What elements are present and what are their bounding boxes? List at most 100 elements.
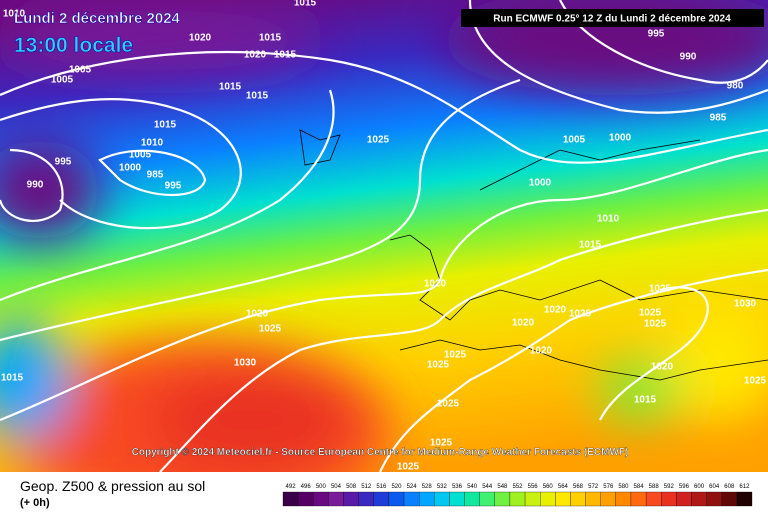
- isobar-label: 1020: [189, 33, 212, 44]
- isobar-label: 1025: [427, 360, 450, 371]
- isobar-label: 1005: [69, 65, 92, 76]
- colorbar-label: 576: [603, 484, 614, 490]
- isobar-label: 1015: [634, 395, 657, 406]
- isobar-label: 1015: [579, 240, 602, 251]
- colorbar-label: 536: [452, 484, 463, 490]
- colorbar-swatch: [328, 491, 344, 507]
- colorbar-swatch: [297, 491, 314, 507]
- isobar-label: 1025: [744, 376, 767, 387]
- isobar-label: 1015: [1, 373, 24, 384]
- isobar-label: 1015: [274, 50, 297, 61]
- isobar-label: 1005: [51, 75, 74, 86]
- isobar-label: 1010: [3, 9, 26, 20]
- isobar-label: 1000: [609, 133, 632, 144]
- colorbar-label: 564: [558, 484, 569, 490]
- isobar-label: 985: [710, 113, 727, 124]
- isobar-label: 1025: [430, 438, 453, 449]
- isobar-label: 1005: [563, 135, 586, 146]
- colorbar-label: 584: [634, 484, 645, 490]
- date: Lundi 2 décembre 2024: [14, 10, 181, 27]
- colorbar-swatch: [570, 491, 586, 507]
- colorbar-swatch: [585, 491, 601, 507]
- colorbar-swatch: [419, 491, 435, 507]
- colorbar-label: 568: [573, 484, 584, 490]
- isobar-label: 1020: [544, 305, 567, 316]
- colorbar-label: 596: [679, 484, 690, 490]
- colorbar-swatch: [736, 491, 753, 507]
- isobar-label: 1020: [244, 50, 267, 61]
- isobar-label: 1015: [154, 120, 177, 131]
- isobar-label: 1000: [119, 163, 142, 174]
- colorbar-label: 504: [331, 484, 342, 490]
- colorbar-swatch: [403, 491, 420, 507]
- colorbar-swatch: [479, 491, 495, 507]
- colorbar-label: 552: [512, 484, 523, 490]
- isobar-label: 990: [680, 52, 697, 63]
- isobar-label: 990: [27, 180, 44, 191]
- colorbar-label: 540: [467, 484, 478, 490]
- colorbar-swatch: [645, 491, 662, 507]
- colorbar-label: 520: [391, 484, 402, 490]
- isobar-label: 1005: [129, 150, 152, 161]
- isobar-label: 1025: [644, 319, 667, 330]
- colorbar-swatch: [524, 491, 541, 507]
- colorbar-swatch: [373, 491, 390, 507]
- isobar-label: 1010: [597, 214, 620, 225]
- colorbar-swatch: [282, 491, 299, 507]
- run-banner: [461, 9, 764, 27]
- isobar-label: 1030: [734, 299, 757, 310]
- footer-subtitle: (+ 0h): [20, 497, 50, 509]
- colorbar-swatch: [494, 491, 511, 507]
- colorbar-swatch: [555, 491, 571, 507]
- isobar-label: 1020: [246, 309, 269, 320]
- isobar-label: 1030: [234, 358, 257, 369]
- isobar-label: 1025: [367, 135, 390, 146]
- colorbar-swatch: [343, 491, 359, 507]
- isobar-label: 1000: [529, 178, 552, 189]
- colorbar-label: 560: [543, 484, 554, 490]
- isobar-label: 1025: [649, 284, 672, 295]
- colorbar-label: 572: [588, 484, 599, 490]
- footer-title: Geop. Z500 & pression au sol: [20, 478, 205, 494]
- isobar-label: 995: [648, 29, 665, 40]
- colorbar-label: 548: [497, 484, 508, 490]
- colorbar-swatch: [630, 491, 647, 507]
- isobar-label: 1025: [639, 308, 662, 319]
- isobar-label: 1020: [651, 362, 674, 373]
- colorbar-label: 512: [361, 484, 372, 490]
- colorbar-swatch: [600, 491, 616, 507]
- coastlines: [299, 129, 768, 381]
- isobars: [0, 0, 768, 472]
- isobar-label: 1025: [259, 324, 282, 335]
- isobar-label: 1025: [397, 462, 420, 473]
- colorbar-swatch: [313, 491, 329, 507]
- colorbar-label: 496: [301, 484, 312, 490]
- isobar-label: 985: [147, 170, 164, 181]
- colorbar-swatch: [434, 491, 450, 507]
- isobar-label: 1015: [259, 33, 282, 44]
- colorbar-swatch: [449, 491, 465, 507]
- isobar-label: 980: [727, 81, 744, 92]
- colorbar-swatch: [509, 491, 526, 507]
- colorbar-label: 612: [739, 484, 750, 490]
- isobar-label: 1025: [437, 399, 460, 410]
- colorbar-label: 556: [528, 484, 539, 490]
- isobar-label: 1020: [530, 346, 553, 357]
- colorbar-swatch: [721, 491, 738, 507]
- isobar-label: 1010: [141, 138, 164, 149]
- colorbar-swatch: [388, 491, 405, 507]
- isobar-label: 1015: [219, 82, 242, 93]
- local-time: 13:00 locale: [14, 34, 133, 57]
- isobar-label: 995: [165, 181, 182, 192]
- colorbar-label: 608: [724, 484, 735, 490]
- colorbar-swatch: [464, 491, 480, 507]
- colorbar-label: 500: [316, 484, 327, 490]
- isobar-label: 995: [55, 157, 72, 168]
- colorbar-label: 604: [709, 484, 720, 490]
- run-info: Run ECMWF 0.25° 12 Z du Lundi 2 décembre…: [493, 14, 731, 25]
- isobar-label: 1020: [424, 279, 447, 290]
- colorbar-swatch: [676, 491, 692, 507]
